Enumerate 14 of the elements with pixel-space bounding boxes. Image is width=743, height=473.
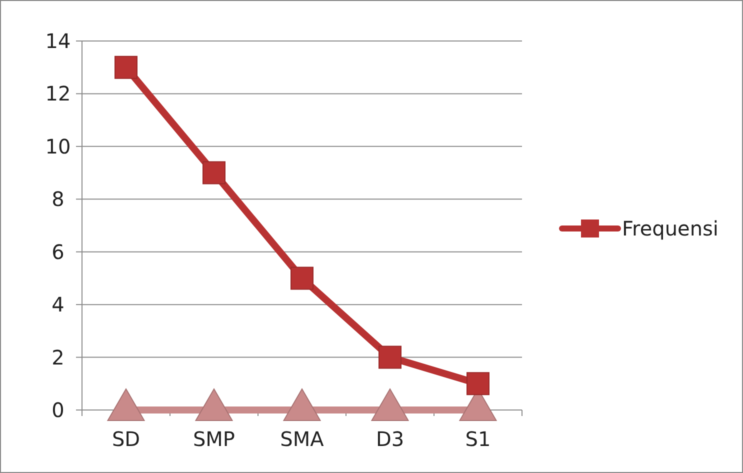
y-tick-label: 0	[52, 398, 64, 422]
y-tick-label: 12	[45, 82, 71, 106]
legend-label: Frequensi	[622, 216, 718, 240]
y-tick-label: 2	[52, 345, 64, 370]
x-tick-label: SD	[112, 427, 140, 451]
y-tick-label: 8	[52, 187, 64, 212]
x-tick-label: SMP	[192, 427, 236, 451]
x-tick-label: SMA	[280, 427, 324, 451]
y-tick-label: 10	[45, 134, 71, 158]
y-tick-label: 4	[52, 292, 64, 317]
y-tick-label: 6	[52, 240, 64, 264]
x-tick-label: S1	[465, 427, 491, 451]
x-tick-label: D3	[376, 427, 404, 451]
y-tick-label: 14	[45, 29, 71, 53]
